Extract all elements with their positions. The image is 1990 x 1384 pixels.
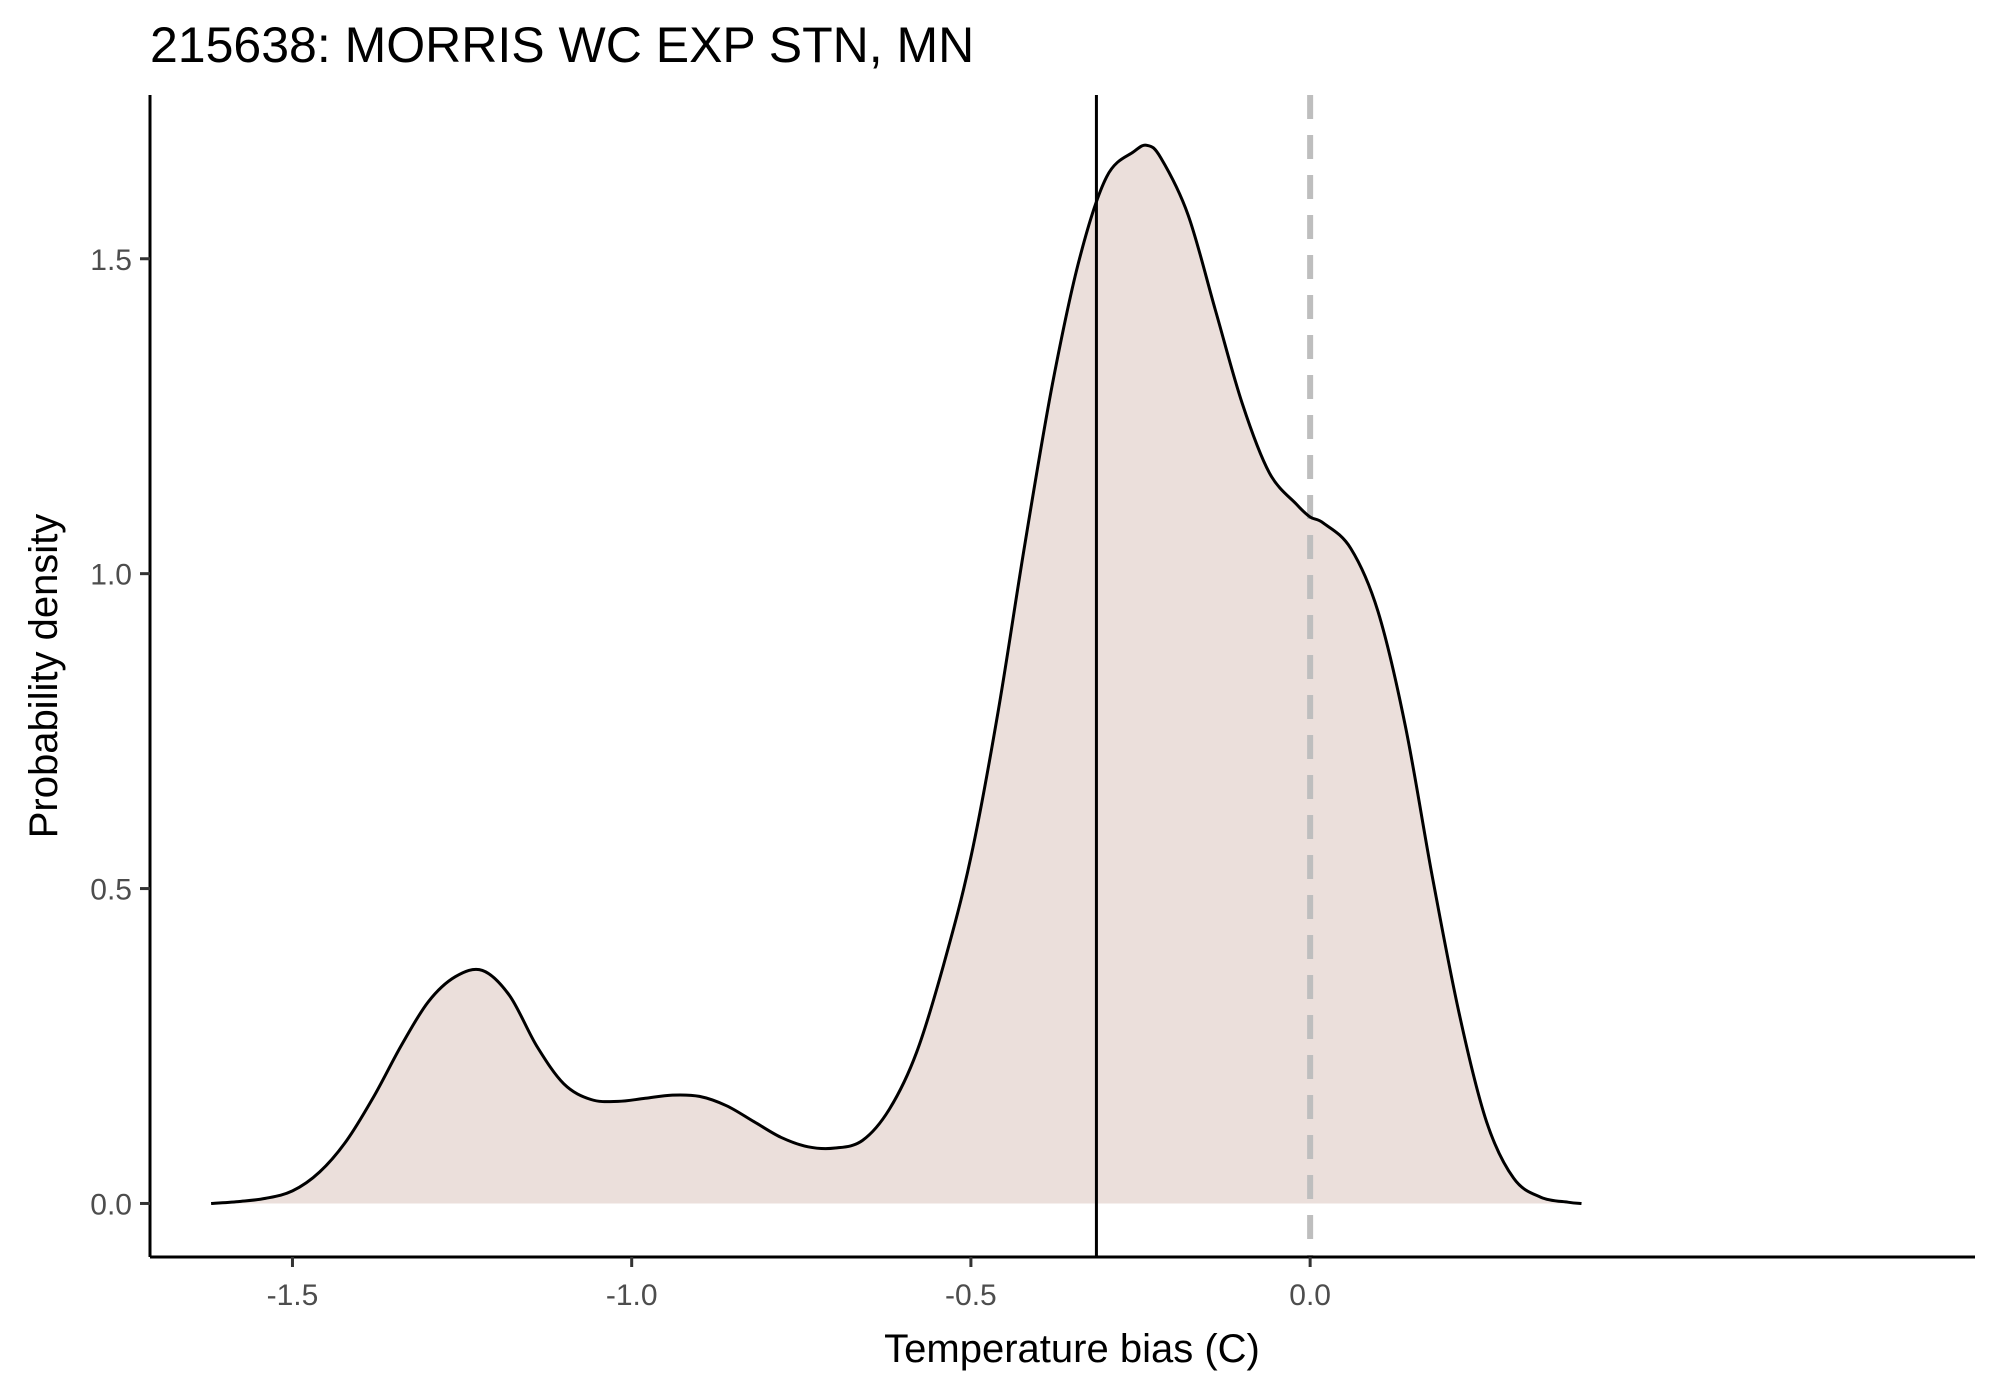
y-axis-title: Probability density bbox=[22, 514, 66, 839]
y-axis-ticks: 0.0 0.5 1.0 1.5 bbox=[90, 244, 150, 1221]
x-tick-label: -0.5 bbox=[945, 1279, 997, 1312]
axes: -1.5 -1.0 -0.5 0.0 0.0 0.5 1.0 1.5 bbox=[90, 95, 1975, 1312]
y-tick-label: 1.5 bbox=[90, 244, 132, 277]
plot-area bbox=[211, 95, 1582, 1257]
density-area-fill bbox=[211, 145, 1582, 1204]
x-tick-label: -1.5 bbox=[267, 1279, 319, 1312]
x-axis-ticks: -1.5 -1.0 -0.5 0.0 bbox=[267, 1257, 1331, 1312]
density-curve-line bbox=[211, 143, 1582, 1205]
x-tick-label: 0.0 bbox=[1289, 1279, 1331, 1312]
y-tick-label: 0.5 bbox=[90, 874, 132, 907]
x-tick-label: -1.0 bbox=[606, 1279, 658, 1312]
y-tick-label: 1.0 bbox=[90, 559, 132, 592]
x-axis-title: Temperature bias (C) bbox=[884, 1327, 1260, 1371]
y-tick-label: 0.0 bbox=[90, 1188, 132, 1221]
chart-title: 215638: MORRIS WC EXP STN, MN bbox=[150, 17, 974, 73]
